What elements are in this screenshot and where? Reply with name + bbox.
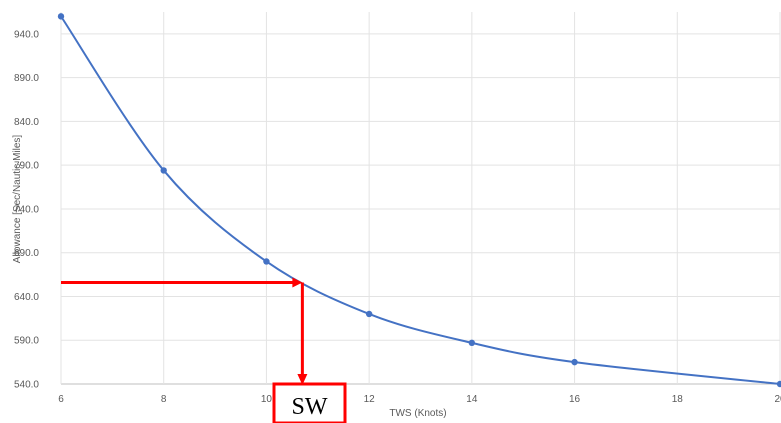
data-point [57,13,65,20]
x-tick-label: 14 [466,394,478,405]
data-point [571,358,578,366]
x-tick-label: 18 [672,394,684,405]
x-axis-title: TWS (Knots) [389,408,446,419]
sw-label: SW [292,394,328,420]
y-axis-title: Allowance [Sec/Nautic Miles] [12,135,23,264]
x-tick-label: 6 [58,394,64,405]
x-tick-labels: 6 8 10 12 14 16 18 20 [58,394,781,405]
y-tick-label: 790.0 [14,161,39,172]
x-tick-label: 10 [261,394,273,405]
y-tick-label: 590.0 [14,336,39,347]
data-point [160,167,167,174]
y-tick-label: 840.0 [14,117,39,128]
y-tick-label: 690.0 [14,248,39,259]
x-tick-label: 8 [161,394,167,405]
data-point [776,380,781,388]
data-point [263,258,270,265]
x-tick-label: 20 [774,394,781,405]
y-tick-label: 940.0 [14,29,39,40]
annotation: SW [61,277,347,423]
sw-label-box [272,382,347,423]
annotation-vertical-arrowhead [297,374,308,385]
series-line [60,15,781,385]
annotation-horizontal-arrowhead [292,277,303,288]
y-tick-label: 740.0 [14,204,39,215]
data-point [365,310,373,318]
series [57,13,781,388]
y-tick-label: 640.0 [14,292,39,303]
y-tick-labels: 540.0 590.0 640.0 690.0 740.0 790.0 840.0 890.0… [14,29,39,390]
x-tick-label: 16 [569,394,581,405]
x-tick-label: 12 [364,394,376,405]
y-tick-label: 540.0 [14,380,39,391]
y-tick-label: 890.0 [14,73,39,84]
grid [60,12,781,385]
data-point [468,339,476,347]
